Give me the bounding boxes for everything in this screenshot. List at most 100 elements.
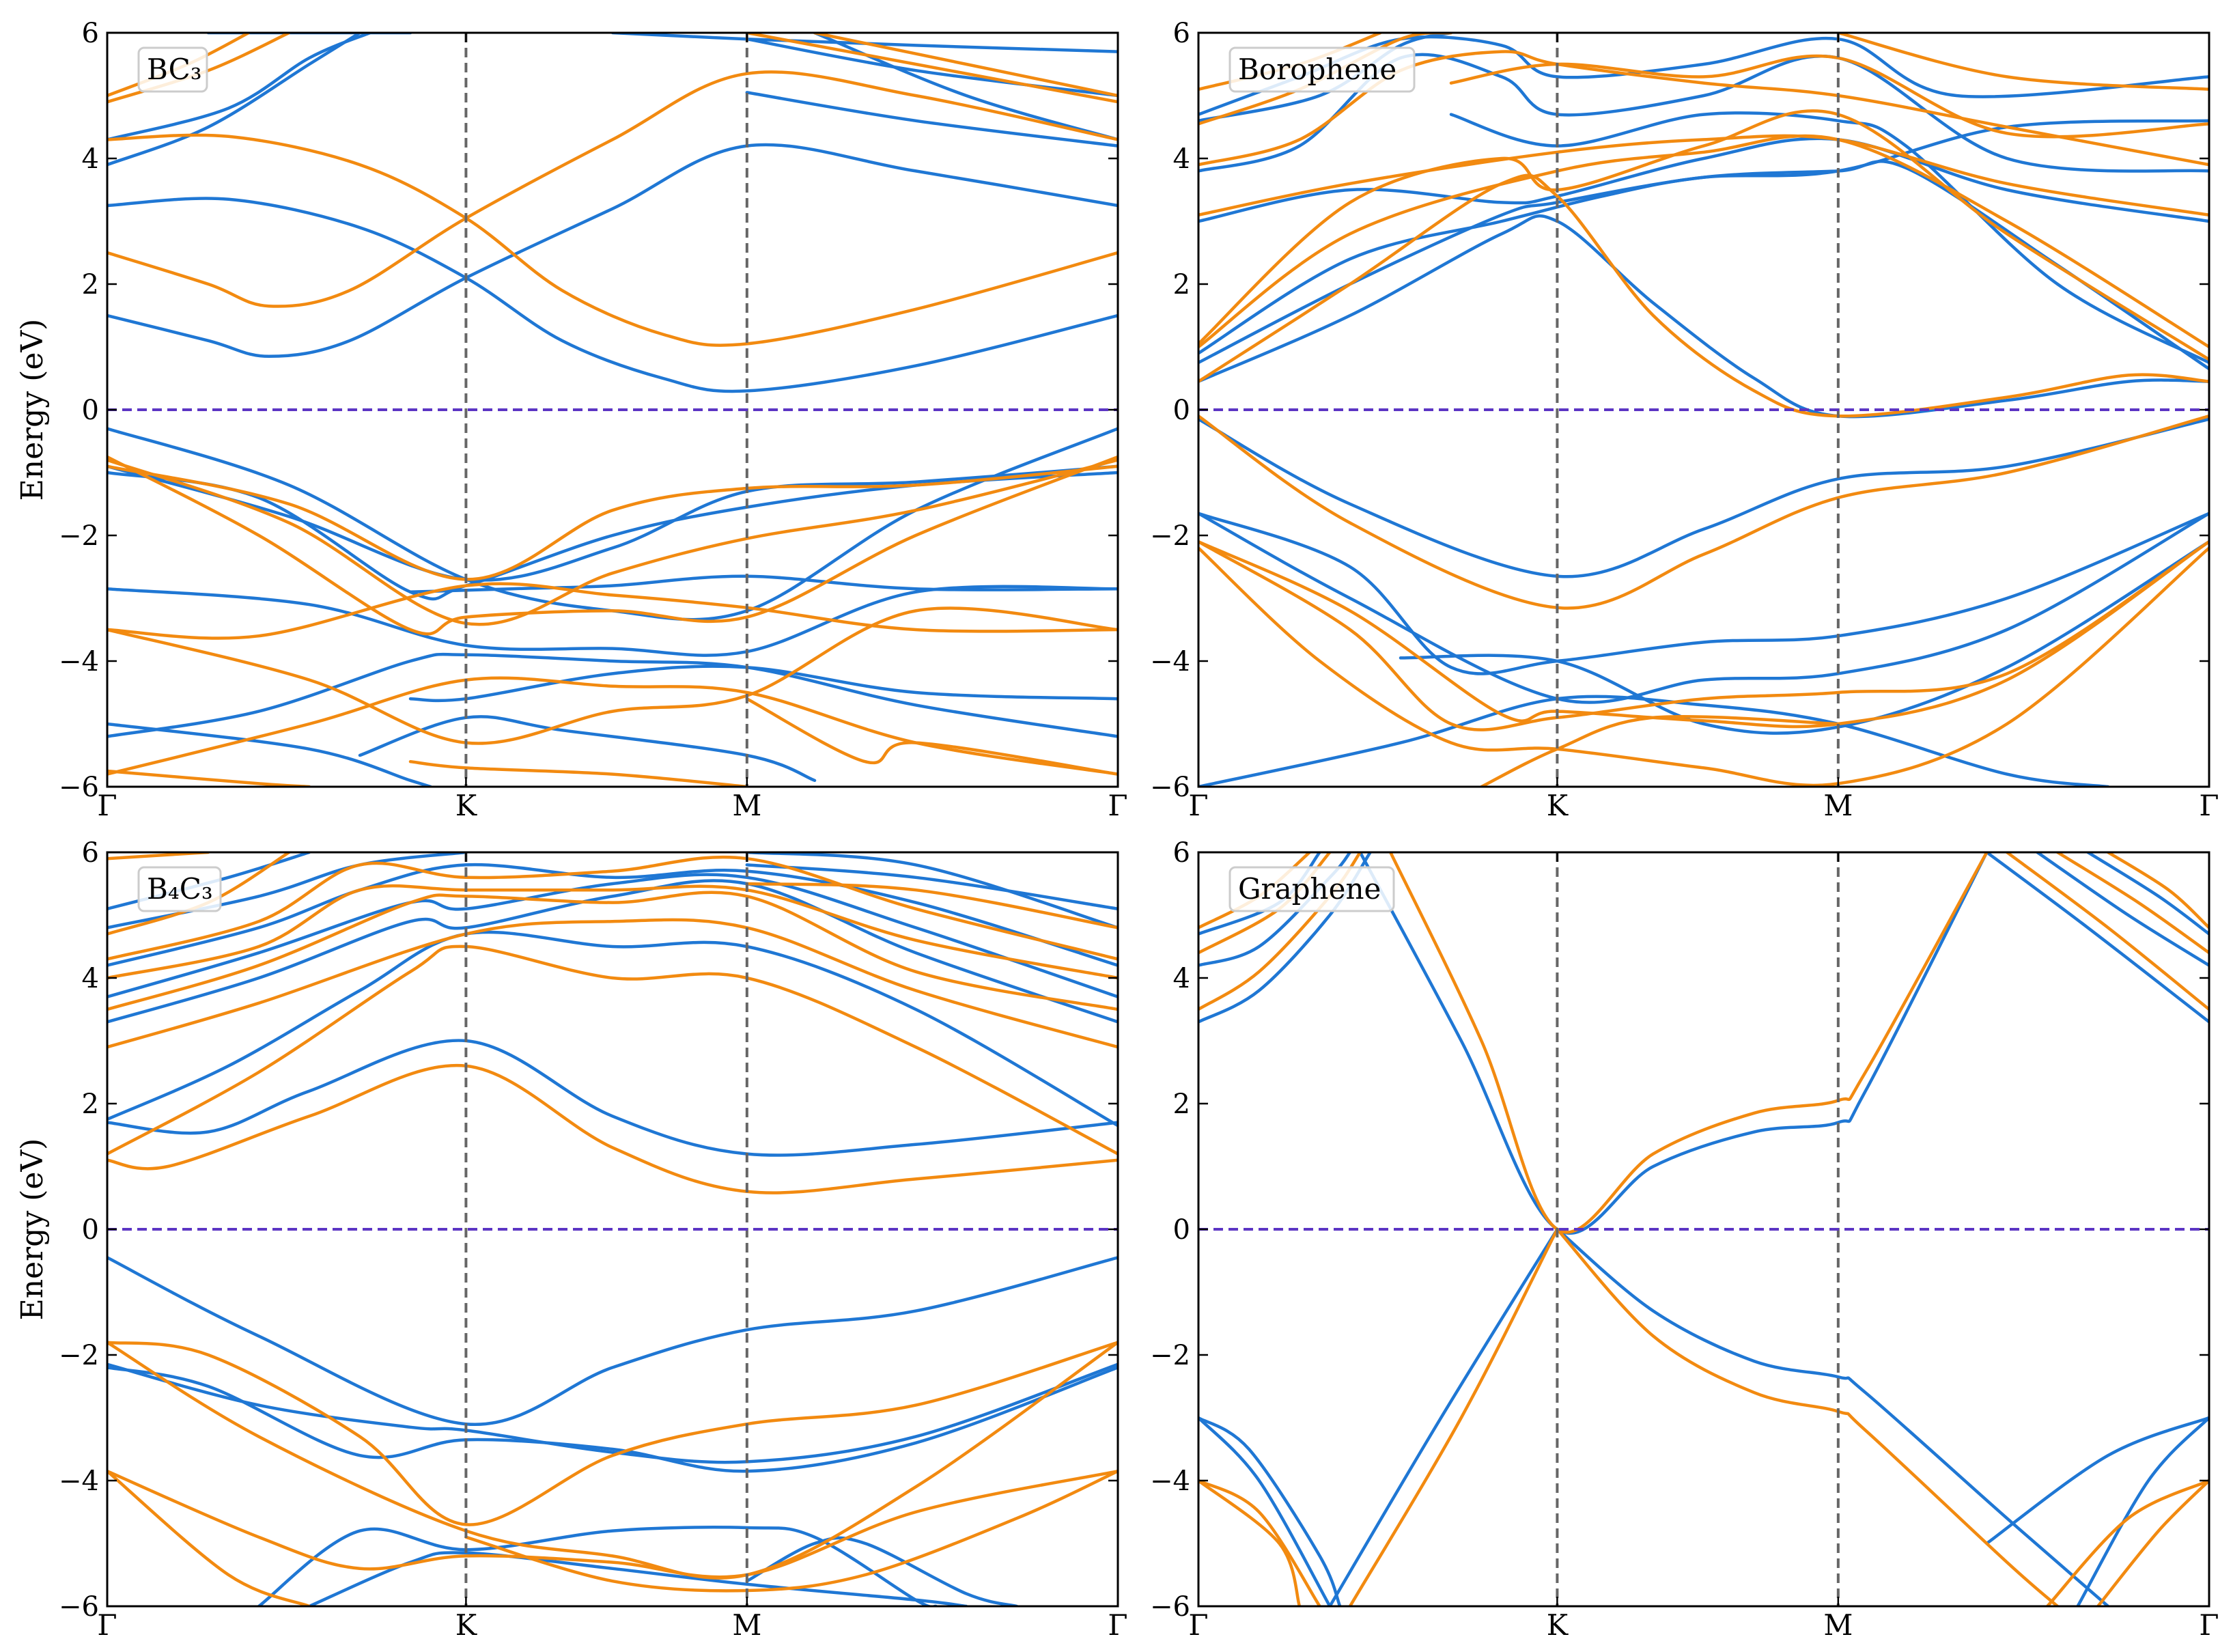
- bands-group: [1198, 33, 2209, 787]
- high-symmetry-label: M: [1823, 1608, 1853, 1642]
- orange-band-line: [1556, 1227, 2060, 1606]
- blue-band-line: [2086, 852, 2209, 936]
- orange-band-line: [107, 455, 1118, 636]
- plot-frame: [1197, 851, 2210, 1608]
- plot-frame: [1197, 31, 2210, 788]
- blue-band-line: [1198, 852, 1352, 967]
- y-tick-label: −4: [1150, 646, 1190, 677]
- blue-band-line: [358, 715, 817, 783]
- high-symmetry-label: Γ: [1108, 789, 1127, 822]
- y-tick-label: −2: [59, 1340, 99, 1371]
- orange-band-line: [107, 944, 1118, 1156]
- high-symmetry-label: K: [455, 789, 478, 822]
- y-tick-label: 6: [1173, 837, 1190, 869]
- blue-band-line: [1198, 695, 2110, 787]
- y-tick-label: 0: [1173, 395, 1190, 426]
- blue-band-line: [1198, 137, 2209, 223]
- blue-band-line: [745, 91, 1118, 148]
- panel-label: Graphene: [1238, 872, 1381, 906]
- blue-band-line: [107, 143, 1118, 359]
- orange-band-line: [1480, 715, 1840, 787]
- y-tick-label: 6: [1173, 18, 1190, 49]
- blue-band-line: [1985, 1416, 2209, 1545]
- blue-band-line: [107, 197, 1118, 393]
- orange-band-line: [107, 1063, 1118, 1194]
- orange-band-line: [1198, 173, 2209, 418]
- blue-band-line: [2076, 1416, 2209, 1606]
- y-tick-label: −2: [59, 520, 99, 552]
- orange-band-line: [745, 697, 1118, 776]
- high-symmetry-label: Γ: [2199, 1608, 2219, 1642]
- orange-band-line: [1198, 540, 2209, 731]
- blue-band-line: [107, 1039, 1118, 1157]
- orange-band-line: [1198, 414, 2209, 610]
- orange-band-line: [745, 33, 1118, 104]
- blue-band-line: [745, 852, 1118, 929]
- y-tick-label: 6: [82, 837, 99, 869]
- bands-group: [107, 852, 1118, 1606]
- blue-band-line: [408, 664, 1118, 703]
- bands-group: [1198, 852, 2209, 1606]
- orange-band-line: [1388, 852, 1989, 1234]
- high-symmetry-label: M: [732, 789, 761, 822]
- blue-band-line: [1198, 53, 2209, 173]
- band-panel-1: −6 −4 −2 0 2 4 6 Γ K M Γ Energy (eV) BC₃: [15, 18, 1128, 822]
- orange-band-line: [408, 759, 749, 787]
- plot-frame: [106, 31, 1119, 788]
- panel-label-box: [1228, 46, 1416, 93]
- y-tick-label: −2: [1150, 1340, 1190, 1371]
- orange-band-line: [107, 582, 1118, 640]
- orange-band-line: [107, 606, 1118, 745]
- blue-band-line: [745, 37, 1118, 98]
- blue-band-line: [813, 33, 1118, 141]
- panel-label: BC₃: [147, 53, 202, 86]
- blue-band-line: [1198, 1416, 1332, 1606]
- orange-band-line: [107, 918, 1118, 1049]
- band-panel-2: −6 −4 −2 0 2 4 6 Γ K M Γ Borophene: [1150, 18, 2219, 822]
- panel-label-box: [137, 46, 208, 93]
- y-tick-label: 2: [82, 1089, 99, 1120]
- blue-band-line: [107, 930, 1118, 1128]
- y-tick-label: 0: [1173, 1214, 1190, 1246]
- y-tick-label: 0: [82, 1214, 99, 1246]
- plot-frame: [106, 851, 1119, 1608]
- orange-band-line: [1348, 1227, 1559, 1606]
- y-tick-label: −6: [1150, 1591, 1190, 1623]
- high-symmetry-label: Γ: [1188, 1608, 1208, 1642]
- orange-band-line: [107, 1341, 1118, 1526]
- orange-band-line: [107, 1341, 1118, 1580]
- high-symmetry-label: Γ: [1108, 1608, 1127, 1642]
- blue-band-line: [1358, 852, 1989, 1235]
- y-tick-label: 4: [82, 963, 99, 994]
- high-symmetry-label: M: [1823, 789, 1853, 822]
- orange-band-line: [464, 1469, 1118, 1593]
- orange-band-line: [1198, 109, 2209, 361]
- high-symmetry-label: Γ: [97, 1608, 117, 1642]
- blue-band-line: [1985, 852, 2209, 1024]
- panel-label: B₄C₃: [147, 872, 213, 906]
- panel-label: Borophene: [1238, 53, 1396, 86]
- blue-band-line: [1399, 540, 2209, 735]
- y-tick-label: −6: [59, 772, 99, 803]
- orange-band-line: [2106, 852, 2209, 929]
- y-tick-label: 2: [1173, 269, 1190, 300]
- blue-band-line: [107, 1256, 1118, 1427]
- high-symmetry-label: K: [455, 1608, 478, 1642]
- orange-band-line: [107, 884, 1118, 980]
- blue-band-line: [107, 852, 311, 911]
- orange-band-line: [107, 1469, 1118, 1579]
- orange-band-line: [107, 70, 1118, 308]
- band-panel-3: −6 −4 −2 0 2 4 6 Γ K M Γ Energy (eV) B₄C₃: [15, 837, 1128, 1642]
- high-symmetry-label: Γ: [1188, 789, 1208, 822]
- orange-band-line: [1836, 33, 2209, 92]
- y-tick-label: −6: [1150, 772, 1190, 803]
- band-panel-4: −6 −4 −2 0 2 4 6 Γ K M Γ Graphene: [1150, 837, 2219, 1642]
- y-tick-label: 4: [1173, 143, 1190, 175]
- blue-band-line: [1198, 1416, 1342, 1606]
- y-tick-label: 2: [1173, 1089, 1190, 1120]
- blue-band-line: [107, 652, 1118, 738]
- y-axis-label: Energy (eV): [15, 1138, 50, 1321]
- orange-band-line: [2005, 852, 2209, 1011]
- orange-band-line: [107, 891, 1118, 1011]
